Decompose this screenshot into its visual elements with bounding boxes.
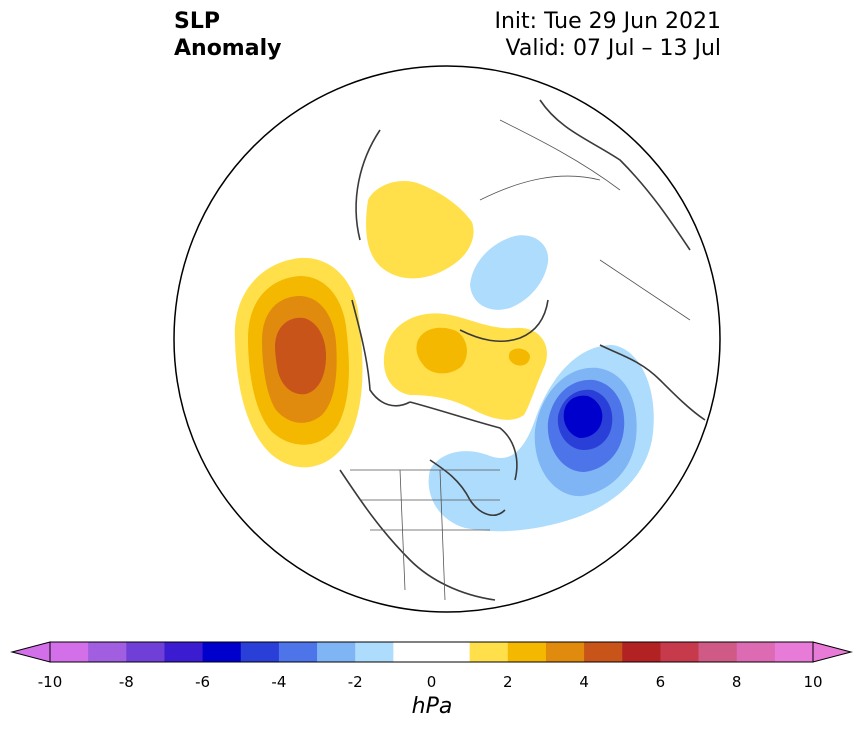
colorbar-cell <box>88 642 127 662</box>
colorbar-tick-label: 8 <box>731 673 742 691</box>
colorbar-tick-label: -2 <box>347 673 363 691</box>
globe-outline <box>173 65 721 613</box>
colorbar-tick-label: 10 <box>803 673 823 691</box>
colorbar-tick-label: 2 <box>503 673 513 691</box>
colorbar-tick-label: -6 <box>195 673 211 691</box>
anomaly-north-atlantic <box>428 345 654 532</box>
colorbar-cell <box>317 642 356 662</box>
colorbar-cell <box>545 642 585 662</box>
colorbar-tick-label: 6 <box>655 673 666 691</box>
anomaly-arctic <box>383 313 547 420</box>
colorbar-cell <box>622 642 661 662</box>
colorbar-tick-label: -4 <box>271 673 287 691</box>
colorbar-extend-low <box>10 641 51 663</box>
coastlines <box>339 99 706 601</box>
colorbar-cell <box>126 642 165 662</box>
colorbar-cell <box>736 642 776 662</box>
colorbar-cell <box>774 642 814 662</box>
colorbar-tick-label: 0 <box>426 673 437 691</box>
colorbar-cell <box>698 642 738 662</box>
colorbar-cell <box>431 642 471 662</box>
colorbar-cell <box>660 642 700 662</box>
colorbar-cell <box>469 642 509 662</box>
colorbar-tick-label: -8 <box>118 673 134 691</box>
colorbar-cell <box>507 642 547 662</box>
colorbar-cell <box>584 642 623 662</box>
init-date: Init: Tue 29 Jun 2021 <box>494 9 722 34</box>
colorbar-cell <box>278 642 318 662</box>
map-title: SLP Anomaly <box>174 8 281 62</box>
polar-map <box>173 65 721 613</box>
anomaly-north-pacific <box>234 257 363 468</box>
colorbar-frame <box>49 641 814 663</box>
borders <box>350 119 691 601</box>
colorbar-tick-label: 4 <box>579 673 589 691</box>
colorbar-cell <box>202 642 242 662</box>
colorbar-cell <box>393 642 432 662</box>
colorbar-extend-high <box>812 641 853 663</box>
anomaly-siberia <box>366 181 474 279</box>
title-line-2: Anomaly <box>174 36 282 61</box>
forecast-dates: Init: Tue 29 Jun 2021 Valid: 07 Jul – 13… <box>495 8 722 62</box>
colorbar-cell <box>355 642 394 662</box>
colorbar-unit: hPa <box>411 694 453 719</box>
colorbar <box>10 641 853 663</box>
colorbar-tick-label: -10 <box>37 673 63 691</box>
colorbar-cell <box>50 642 89 662</box>
valid-range: Valid: 07 Jul – 13 Jul <box>505 36 721 61</box>
colorbar-cell <box>164 642 204 662</box>
anomaly-northern-europe <box>470 235 549 310</box>
colorbar-cell <box>240 642 280 662</box>
title-line-1: SLP <box>174 9 220 34</box>
